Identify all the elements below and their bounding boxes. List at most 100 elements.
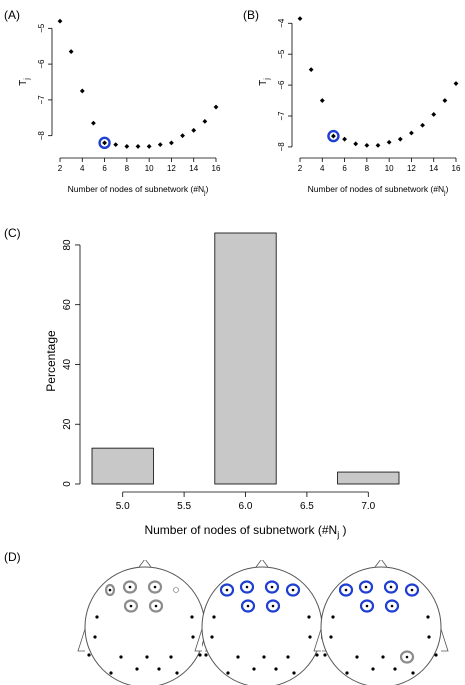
electrode-dot — [204, 653, 208, 657]
chart-a-point — [157, 142, 163, 148]
chart-b-point — [353, 141, 359, 147]
panel-label-d: (D) — [4, 550, 21, 564]
electrode-dot — [344, 588, 348, 592]
head-1 — [77, 560, 213, 685]
chart-b-y-tick-label: −8 — [277, 142, 286, 152]
chart-b-point — [297, 16, 303, 22]
chart-a-point — [113, 142, 119, 148]
electrode-dot — [225, 588, 229, 592]
chart-a-y-tick-label: −8 — [37, 131, 46, 141]
chart-c-y-tick-label: 40 — [62, 358, 73, 370]
chart-c-x-label: Number of nodes of subnetwork (#Nj ) — [144, 523, 346, 540]
chart-c-y-tick-label: 80 — [62, 239, 73, 251]
chart-a-point — [213, 104, 219, 110]
chart-c-x-tick-label: 5.0 — [116, 501, 130, 512]
chart-b-y-tick-label: −6 — [277, 80, 286, 90]
electrode-dot — [135, 667, 139, 671]
electrode-ring — [384, 599, 400, 613]
electrode-dot — [355, 655, 359, 659]
chart-b-x-tick-label: 16 — [452, 164, 461, 173]
electrode-ring — [104, 583, 116, 597]
chart-a-y-tick-label: −6 — [37, 59, 46, 69]
chart-c-y-tick-label: 0 — [62, 481, 73, 487]
chart-b-point — [364, 142, 370, 148]
electrode-dot — [154, 604, 158, 608]
electrode-dot — [390, 604, 394, 608]
head-outline — [201, 566, 323, 685]
electrode-dot — [274, 667, 278, 671]
electrode-dot — [169, 655, 173, 659]
electrode-ring — [147, 580, 163, 594]
chart-b-x-tick-label: 2 — [298, 164, 303, 173]
electrode-dot — [393, 667, 397, 671]
electrode-dot — [252, 667, 256, 671]
electrode-dot — [191, 635, 195, 639]
electrode-dot — [405, 655, 409, 659]
panel-label-c: (C) — [4, 226, 21, 240]
electrode-dot — [371, 667, 375, 671]
chart-c-bar — [91, 447, 154, 485]
chart-c-bar — [337, 471, 400, 485]
electrode-dot — [271, 604, 275, 608]
ear-icon — [77, 628, 86, 652]
chart-c-y-label: Percentage — [44, 330, 58, 392]
electrode-dot — [119, 655, 123, 659]
head-maps — [77, 560, 449, 685]
ear-icon — [194, 628, 203, 652]
chart-a-point — [68, 49, 74, 54]
chart-b-point — [386, 139, 392, 145]
chart-b-point — [420, 122, 425, 128]
chart-a-point — [146, 144, 152, 149]
chart-c-x-tick-label: 6.5 — [300, 501, 314, 512]
electrode-ring — [239, 580, 255, 594]
electrode-dot — [190, 615, 194, 619]
ear-icon — [440, 628, 449, 652]
chart-a-point — [135, 144, 141, 149]
electrode-ring — [240, 599, 256, 613]
chart-b-point — [375, 142, 381, 148]
chart-b-y-label: Tj — [258, 78, 271, 86]
electrode-ring — [383, 580, 399, 594]
chart-a-x-tick-label: 12 — [167, 164, 176, 173]
electrode-ring — [358, 580, 374, 594]
electrode-dot — [108, 588, 112, 592]
chart-a-point — [124, 144, 130, 149]
electrode-dot — [245, 585, 249, 589]
electrode-dot — [157, 667, 161, 671]
chart-b-y-tick-label: −5 — [277, 49, 286, 59]
electrode-dot — [198, 653, 202, 657]
electrode-ring — [285, 583, 301, 597]
head-outline — [84, 566, 206, 685]
chart-a-point — [79, 88, 85, 94]
electrode-dot — [323, 653, 327, 657]
chart-a-x-tick-label: 8 — [125, 164, 130, 173]
electrode-ring — [219, 583, 235, 597]
electrode-ring — [265, 599, 281, 613]
electrode-dot — [364, 585, 368, 589]
chart-b-point — [409, 130, 414, 136]
nose-icon — [138, 560, 152, 568]
electrode-dot — [291, 588, 295, 592]
chart-a-x-tick-label: 4 — [80, 164, 85, 173]
chart-b-x-tick-label: 6 — [342, 164, 347, 173]
chart-b-point — [397, 136, 403, 142]
ear-icon — [313, 628, 322, 652]
chart-b-x-tick-label: 10 — [385, 164, 394, 173]
electrode-dot — [128, 585, 132, 589]
chart-c-x-tick-label: 5.5 — [177, 501, 191, 512]
electrode-dot — [87, 653, 91, 657]
electrode-dot — [411, 671, 415, 675]
chart-a-x-tick-label: 14 — [189, 164, 198, 173]
electrode-dot — [389, 585, 393, 589]
head-outline — [320, 566, 442, 685]
panel-label-b: (B) — [243, 8, 259, 22]
chart-c-bar — [214, 232, 277, 485]
chart-b-y-tick-label: −4 — [277, 18, 286, 28]
chart-a-highlight-ring — [98, 136, 111, 150]
head-2 — [194, 560, 330, 685]
electrode-ring — [122, 580, 138, 594]
electrode-dot — [95, 615, 99, 619]
electrode-dot — [331, 615, 335, 619]
electrode-dot — [226, 671, 230, 675]
electrode-dot — [93, 635, 97, 639]
